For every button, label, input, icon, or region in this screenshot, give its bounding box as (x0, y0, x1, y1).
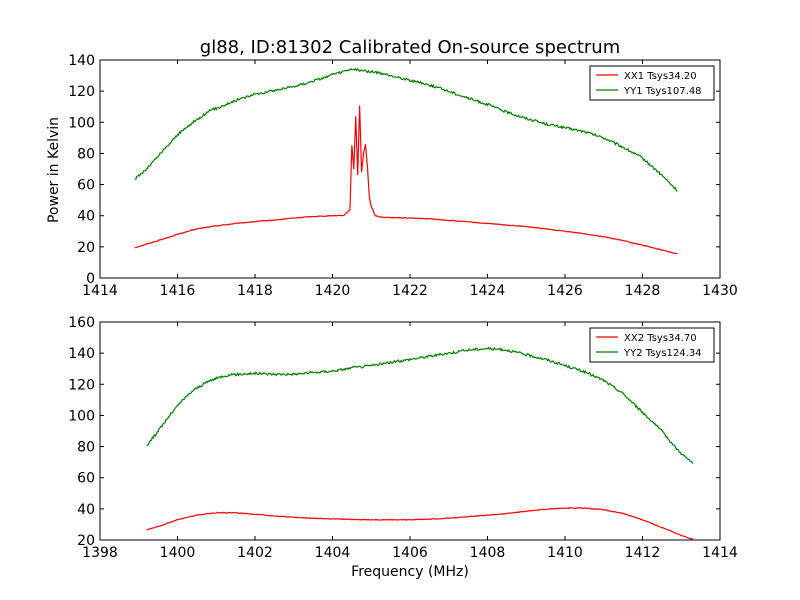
y-tick-label: 160 (68, 315, 95, 331)
chart-title: gl88, ID:81302 Calibrated On-source spec… (200, 37, 620, 58)
y-tick-label: 40 (77, 209, 95, 225)
y-tick-label: 120 (68, 84, 95, 100)
x-tick-label: 1398 (82, 545, 118, 561)
legend: XX2 Tsys34.70 YY2 Tsys124.34 (589, 327, 715, 363)
y-tick-label: 20 (77, 240, 95, 256)
legend-box (589, 65, 715, 101)
x-axis-label: Frequency (MHz) (351, 564, 469, 580)
x-tick-label: 1414 (82, 283, 118, 299)
x-tick-label: 1410 (547, 545, 583, 561)
bottom-panel: 1398 1400 1402 1404 1406 1408 1410 1412 1414 20 40… (68, 315, 738, 561)
y-tick-label: 0 (86, 271, 95, 287)
x-tick-label: 1422 (392, 283, 428, 299)
x-tick-label: 1412 (625, 545, 661, 561)
x-tick-label: 1414 (702, 545, 738, 561)
x-tick-label: 1400 (160, 545, 196, 561)
y-tick-label: 120 (68, 377, 95, 393)
x-tick-label: 1418 (237, 283, 273, 299)
x-tick-label: 1416 (160, 283, 196, 299)
series-line-2 (146, 346, 694, 465)
x-tick-label: 1424 (470, 283, 506, 299)
legend-label: YY1 Tsys107.48 (623, 86, 702, 97)
legend-label: XX2 Tsys34.70 (624, 333, 697, 344)
series-line-1 (134, 105, 678, 255)
y-tick-label: 40 (77, 502, 95, 518)
y-tick-label: 60 (77, 178, 95, 194)
y-axis-label: Power in Kelvin (46, 117, 62, 223)
series-line-2 (134, 67, 678, 192)
top-panel: 1414 1416 1418 1420 1422 1424 1426 1428 1430 0 20 4… (68, 53, 738, 299)
x-tick-label: 1404 (315, 545, 351, 561)
series-line-1 (146, 507, 694, 540)
y-tick-label: 100 (68, 115, 95, 131)
legend-label: XX1 Tsys34.20 (624, 71, 697, 82)
x-tick-label: 1430 (702, 283, 738, 299)
x-tick-label: 1420 (315, 283, 351, 299)
legend-box (589, 327, 715, 363)
legend: XX1 Tsys34.20 YY1 Tsys107.48 (589, 65, 715, 101)
x-tick-label: 1428 (625, 283, 661, 299)
y-tick-label: 60 (77, 471, 95, 487)
legend-label: YY2 Tsys124.34 (623, 348, 702, 359)
x-tick-label: 1426 (547, 283, 583, 299)
y-tick-label: 80 (77, 146, 95, 162)
y-tick-label: 140 (68, 346, 95, 362)
y-tick-label: 100 (68, 408, 95, 424)
y-tick-label: 20 (77, 533, 95, 549)
x-tick-label: 1402 (237, 545, 273, 561)
y-tick-label: 140 (68, 53, 95, 69)
x-tick-label: 1406 (392, 545, 428, 561)
x-tick-label: 1408 (470, 545, 506, 561)
y-tick-label: 80 (77, 440, 95, 456)
